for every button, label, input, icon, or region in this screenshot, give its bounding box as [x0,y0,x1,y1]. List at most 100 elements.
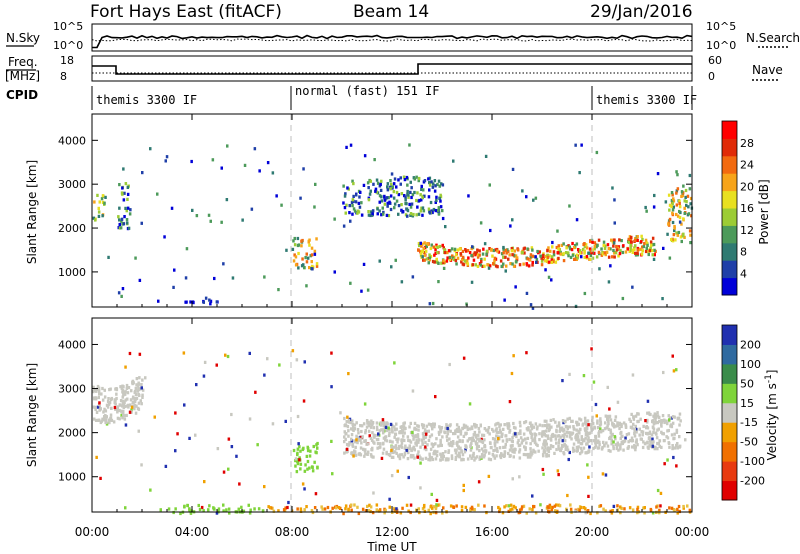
echo-cell [585,425,589,429]
colorbar-swatch [722,383,737,404]
echo-cell [119,409,123,413]
echo-cell [277,288,280,292]
echo-cell [475,442,479,446]
echo-cell [636,507,639,511]
echo-cell [121,186,124,190]
colorbar-swatch [722,155,737,174]
echo-cell [599,419,602,423]
echo-cell [409,421,412,425]
echo-cell [622,244,625,248]
echo-cell [115,392,118,396]
echo-cell [361,435,364,439]
echo-cell [556,469,560,473]
echo-cell [540,263,544,267]
echo-cell [518,475,521,479]
echo-cell [110,406,113,410]
echo-cell [667,193,671,197]
echo-cell [571,241,574,246]
echo-cell [452,505,455,509]
echo-cell [409,455,413,459]
echo-cell [138,278,142,282]
echo-cell [118,408,121,413]
echo-cell [413,421,417,425]
echo-cell [622,448,625,452]
echo-cell [207,213,211,217]
echo-cell [412,446,415,450]
echo-cell [613,255,616,259]
echo-cell [466,427,469,431]
echo-cell [684,195,687,199]
echo-cell [615,446,619,451]
velocity-ylabel: Slant Range [km] [25,363,39,467]
echo-cell [122,412,125,416]
echo-cell [296,414,300,419]
echo-cell [348,211,351,215]
echo-cell [477,433,480,437]
echo-cell [424,428,427,432]
echo-cell [507,451,510,456]
echo-cell [174,507,177,511]
echo-cell [647,446,650,450]
echo-cell [159,508,162,512]
echo-cell [411,433,414,437]
echo-cell [518,443,522,447]
echo-cell [448,362,451,367]
echo-cell [551,240,554,245]
echo-cell [619,443,622,447]
echo-cell [163,235,166,239]
noise-sky-trace [91,34,693,49]
echo-cell [292,448,296,453]
echo-cell [352,454,355,458]
echo-cell [603,251,606,255]
echo-cell [444,225,447,229]
echo-cell [466,439,469,443]
echo-cell [620,506,623,510]
echo-cell [505,264,508,268]
echo-cell [446,438,449,442]
echo-cell [579,442,583,446]
echo-cell [660,422,663,427]
echo-cell [613,221,616,225]
echo-cell [393,435,396,439]
echo-cell [413,427,416,431]
echo-cell [495,430,499,434]
echo-cell [611,186,614,190]
echo-cell [118,417,121,421]
echo-cell [216,447,220,451]
echo-cell [492,262,495,266]
echo-cell [673,226,676,230]
nave-right-tick-top: 60 [708,54,722,67]
echo-cell [407,475,410,480]
echo-cell [582,446,586,450]
echo-cell [116,416,120,420]
echo-cell [629,438,632,443]
echo-cell [364,509,368,513]
echo-cell [505,251,508,255]
echo-cell [386,182,390,186]
echo-cell [373,158,376,162]
velocity-background [92,318,692,512]
echo-cell [533,437,536,441]
echo-cell [480,447,484,451]
echo-cell [350,508,353,512]
echo-cell [309,254,312,258]
echo-cell [687,205,690,209]
echo-cell [525,427,529,431]
echo-cell [455,448,458,452]
echo-cell [366,450,370,454]
echo-cell [225,198,229,202]
echo-cell [642,244,646,249]
echo-cell [437,280,440,284]
echo-cell [443,430,446,434]
echo-cell [447,249,451,253]
echo-cell [200,505,204,510]
echo-cell [564,444,567,448]
echo-cell [351,424,355,428]
echo-cell [524,420,528,424]
echo-cell [676,233,679,237]
echo-cell [375,425,379,429]
echo-cell [438,244,442,249]
echo-cell [237,507,240,511]
echo-cell [566,493,569,498]
echo-cell [546,426,549,430]
